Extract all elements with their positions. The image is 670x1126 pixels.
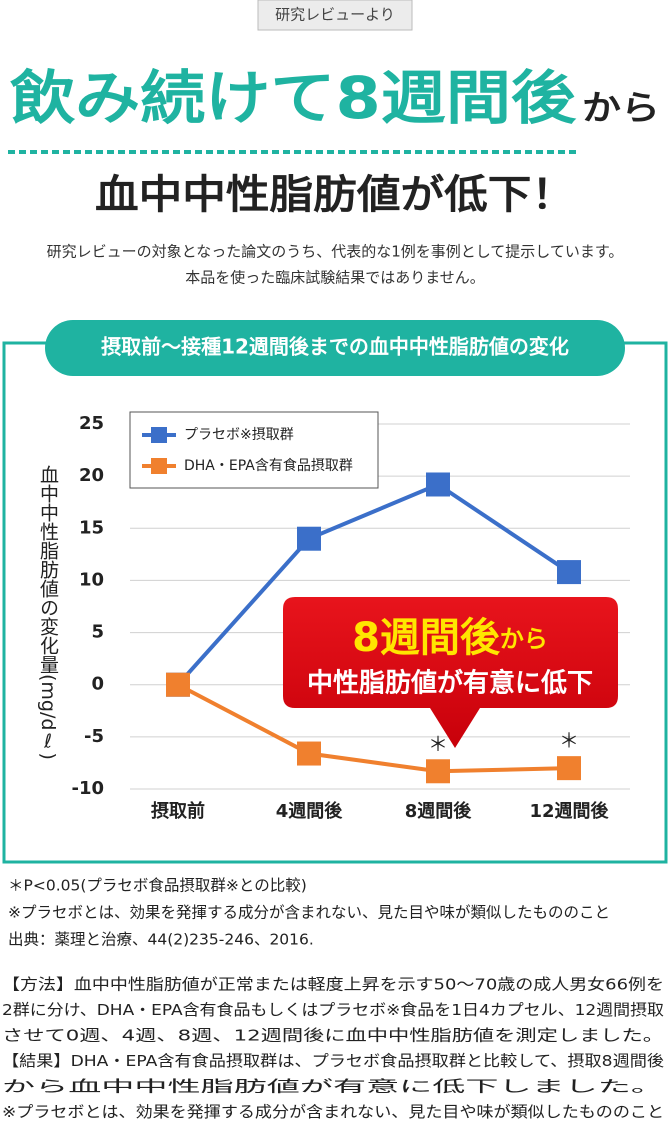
- legend-marker: [151, 427, 167, 443]
- notes: ＊P<0.05(プラセボ食品摂取群※との比較) ※プラセボとは、効果を発揮する成分…: [2, 877, 665, 1122]
- y-tick-label: 5: [91, 622, 104, 643]
- marker: [557, 560, 581, 585]
- legend-label: プラセボ※摂取群: [184, 427, 294, 443]
- footnote: 出典：薬理と治療、44(2)235-246、2016.: [8, 931, 314, 949]
- callout-title-main: 8週間後: [352, 615, 501, 661]
- legend-box: [129, 411, 379, 489]
- callout-title-suffix: から: [500, 625, 548, 653]
- y-tick-label: -10: [71, 778, 104, 799]
- subheadline: 血中中性脂肪値が低下！: [95, 172, 575, 218]
- method-text: させて0週、4週、8週、12週間後に血中中性脂肪値を測定しました。: [2, 1027, 664, 1045]
- method-text: 【結果】DHA・EPA含有食品摂取群は、プラセボ食品摂取群と比較して、摂取8週間…: [2, 1052, 665, 1070]
- series-line: [176, 482, 571, 687]
- chart-banner: [45, 320, 625, 376]
- x-tick-label: 12週間後: [529, 800, 609, 822]
- x-tick-label: 4週間後: [276, 800, 344, 822]
- marker: [297, 526, 321, 551]
- method-text: 【方法】血中中性脂肪値が正常または軽度上昇を示す50～70歳の成人男女66例を: [2, 975, 664, 994]
- method-text: から血中中性脂肪値が有意に低下しました。: [2, 1077, 664, 1096]
- badge-box: [257, 0, 413, 31]
- marker: [166, 672, 190, 697]
- y-tick-label: 0: [91, 674, 104, 695]
- marker: [557, 756, 581, 781]
- method-text: 2群に分け、DHA・EPA含有食品もしくはプラセボ※食品を1日4カプセル、12週…: [2, 1001, 664, 1019]
- legend-marker: [151, 458, 167, 474]
- marker: [426, 472, 450, 497]
- y-tick-label: -5: [84, 726, 104, 747]
- x-tick-label: 8週間後: [405, 800, 473, 822]
- y-tick-label: 25: [79, 413, 104, 434]
- series-line: [177, 682, 570, 774]
- headline: 飲み続けて8週間後: [10, 64, 577, 132]
- y-axis-label: 血中中性脂肪値の変化量(mg/dℓ): [37, 465, 59, 760]
- description: 研究レビューの対象となった論文のうち、代表的な1例を事例として提示しています。: [47, 243, 624, 261]
- footnote: ＊P<0.05(プラセボ食品摂取群※との比較): [8, 877, 307, 895]
- description: 本品を使った臨床試験結果ではありません。: [185, 269, 485, 287]
- y-tick-label: 10: [79, 569, 104, 590]
- marker: [426, 759, 450, 784]
- badge: 研究レビューより: [275, 6, 395, 24]
- significance-mark: ＊: [428, 732, 448, 756]
- chart-title: 摂取前〜接種12週間後までの血中中性脂肪値の変化: [101, 335, 569, 359]
- callout-text: 中性脂肪値が有意に低下: [307, 668, 593, 699]
- callout-title: 8週間後から: [352, 615, 548, 661]
- legend-label: DHA・EPA含有食品摂取群: [184, 457, 353, 474]
- significance-mark: ＊: [559, 729, 579, 753]
- marker: [297, 741, 321, 766]
- y-tick-label: 20: [79, 465, 104, 486]
- y-tick-label: 15: [79, 517, 104, 538]
- headline-suffix: から: [582, 89, 660, 129]
- footnote: ※プラセボとは、効果を発揮する成分が含まれない、見た目や味が類似したもののこと: [8, 904, 610, 922]
- x-tick-label: 摂取前: [151, 800, 205, 822]
- method-text: ※プラセボとは、効果を発揮する成分が含まれない、見た目や味が類似したもののこと: [2, 1103, 664, 1121]
- callout-box: [283, 597, 618, 748]
